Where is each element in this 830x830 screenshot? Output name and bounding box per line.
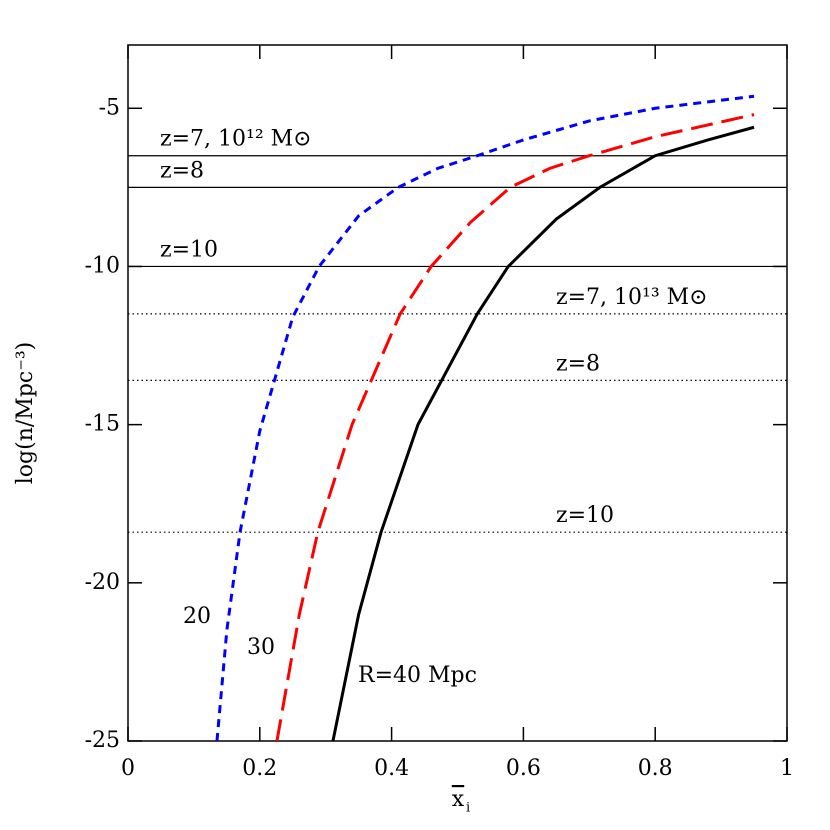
reference-label: z=7, 10¹² M⊙: [160, 127, 312, 152]
plot-frame: [127, 44, 788, 742]
reference-label: z=8: [556, 351, 600, 376]
y-tick-label: -25: [85, 728, 120, 753]
line-series: [275, 113, 755, 741]
x-tick-label: 0: [121, 756, 135, 781]
y-tick-label: -5: [99, 95, 120, 120]
x-tick-label: 0.8: [638, 756, 673, 781]
x-tick-label: 0.2: [242, 756, 277, 781]
series-label: R=40 Mpc: [358, 663, 477, 688]
reference-label: z=7, 10¹³ M⊙: [556, 285, 708, 310]
reference-label: z=10: [160, 237, 218, 262]
x-tick-label: 0.4: [374, 756, 409, 781]
y-tick-label: -15: [85, 412, 120, 437]
x-tick-label: 1: [780, 756, 794, 781]
x-tick-label: 0.6: [506, 756, 541, 781]
x-axis-label: x: [452, 787, 465, 812]
line-series: [331, 125, 755, 741]
reference-label: z=10: [556, 503, 614, 528]
series-label: 20: [183, 604, 211, 629]
reference-label: z=8: [160, 158, 204, 183]
y-tick-label: -10: [85, 253, 120, 278]
line-series: [215, 94, 755, 741]
series-label: 30: [247, 635, 275, 660]
x-axis-label-sub: i: [466, 801, 470, 816]
y-axis-label: log(n/Mpc⁻³): [13, 342, 38, 484]
y-tick-label: -20: [85, 570, 120, 595]
